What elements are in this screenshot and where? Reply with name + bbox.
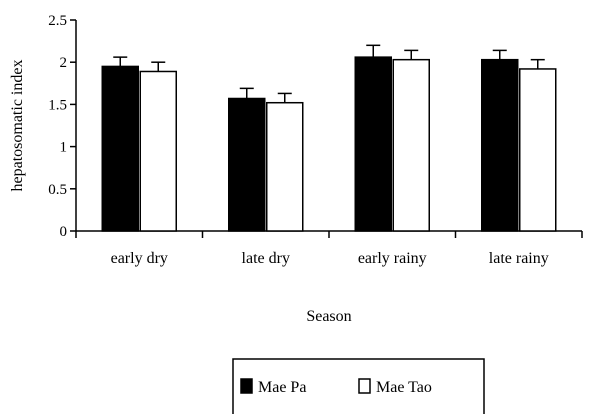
x-category-label: late rainy [489, 250, 549, 267]
x-category-label: late dry [242, 250, 290, 267]
bar-mae-tao [392, 58, 430, 232]
bar-mae-tao [266, 101, 304, 232]
x-category-label: early rainy [358, 250, 427, 267]
bar-mae-pa [481, 58, 519, 232]
y-tick-label: 0.5 [48, 182, 67, 198]
bars-group [101, 44, 557, 232]
legend-label-mae-pa: Mae Pa [258, 379, 306, 396]
legend-swatch-mae-pa [240, 378, 253, 394]
legend-frame [232, 358, 485, 414]
bar-mae-pa [228, 97, 266, 232]
bar-mae-pa [354, 56, 392, 232]
bar-mae-tao [139, 70, 177, 232]
legend-swatch-mae-tao [358, 378, 371, 394]
y-tick-label: 0 [60, 224, 68, 240]
y-tick-label: 1 [60, 140, 68, 156]
legend-label-mae-tao: Mae Tao [376, 379, 432, 396]
y-tick-label: 2 [60, 55, 68, 71]
y-tick-label: 2.5 [48, 13, 67, 29]
bar-mae-tao [519, 68, 557, 232]
x-category-label: early dry [111, 250, 168, 267]
y-tick-label: 1.5 [48, 97, 67, 113]
legend: Mae Pa Mae Tao [232, 358, 485, 414]
labels-group: 0 0.5 1 1.5 2 2.5 early dry late dry early rainy… [9, 13, 549, 325]
y-axis-title: hepatosomatic index [9, 60, 26, 192]
bar-mae-pa [101, 65, 139, 232]
x-axis-title: Season [306, 308, 351, 325]
